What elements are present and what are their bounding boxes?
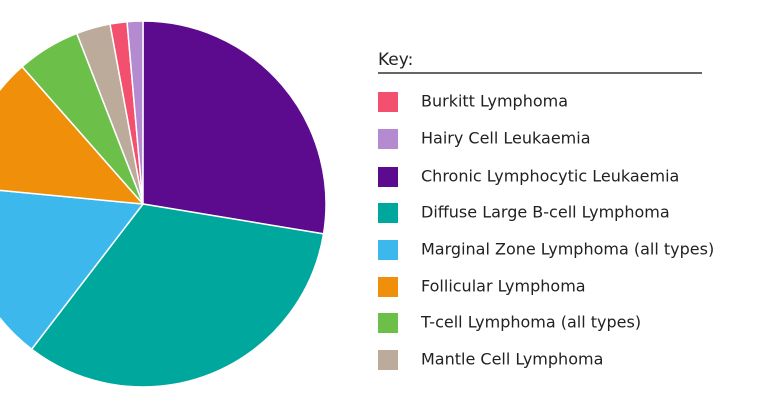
pie-slice <box>75 23 144 205</box>
pie-slice <box>0 65 145 205</box>
legend-label: Chronic Lymphocytic Leukaemia <box>421 167 679 186</box>
legend-label: Marginal Zone Lymphoma (all types) <box>421 240 714 259</box>
legend-label: Follicular Lymphoma <box>421 277 586 296</box>
legend-swatch <box>378 313 398 333</box>
legend-swatch <box>378 350 398 370</box>
pie-slice <box>142 20 327 235</box>
pie-slice <box>0 189 145 351</box>
legend-label: Burkitt Lymphoma <box>421 92 568 111</box>
legend-label: T-cell Lymphoma (all types) <box>420 313 641 332</box>
legend-swatch <box>378 129 398 149</box>
legend-swatch <box>378 203 398 223</box>
legend-swatch <box>378 167 398 187</box>
legend-title: Key: <box>378 50 413 70</box>
legend-swatch <box>378 277 398 297</box>
legend-swatch <box>378 240 398 260</box>
legend-label: Mantle Cell Lymphoma <box>421 350 603 369</box>
legend-label: Diffuse Large B-cell Lymphoma <box>421 203 670 222</box>
legend-swatch <box>378 92 398 112</box>
pie-slice <box>30 203 325 388</box>
legend-label: Hairy Cell Leukaemia <box>421 129 591 148</box>
